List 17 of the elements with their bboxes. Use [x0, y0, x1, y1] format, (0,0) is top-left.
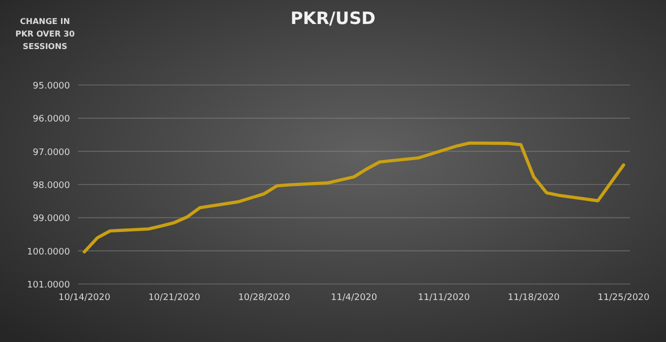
- y-tick-label: 97.0000: [32, 148, 70, 158]
- y-tick-label: 98.0000: [32, 181, 70, 191]
- y-tick-label: 101.0000: [27, 280, 70, 290]
- y-tick-label: 100.0000: [27, 247, 70, 258]
- chart-title: PKR/USD: [290, 9, 376, 29]
- x-tick-label: 11/4/2020: [330, 293, 378, 303]
- x-tick-label: 11/25/2020: [598, 293, 650, 303]
- y-axis-title: CHANGE IN PKR OVER 30 SESSIONS: [15, 17, 76, 51]
- x-tick-label: 11/11/2020: [418, 293, 470, 303]
- x-tick-label: 10/21/2020: [148, 293, 200, 303]
- y-tick-label: 95.0000: [32, 82, 70, 92]
- x-tick-label: 10/14/2020: [58, 293, 111, 303]
- y-tick-label: 99.0000: [32, 214, 70, 224]
- x-tick-label: 10/28/2020: [238, 293, 290, 303]
- x-tick-label: 11/18/2020: [508, 293, 560, 303]
- y-tick-label: 96.0000: [32, 114, 70, 125]
- line-series: [82, 141, 626, 254]
